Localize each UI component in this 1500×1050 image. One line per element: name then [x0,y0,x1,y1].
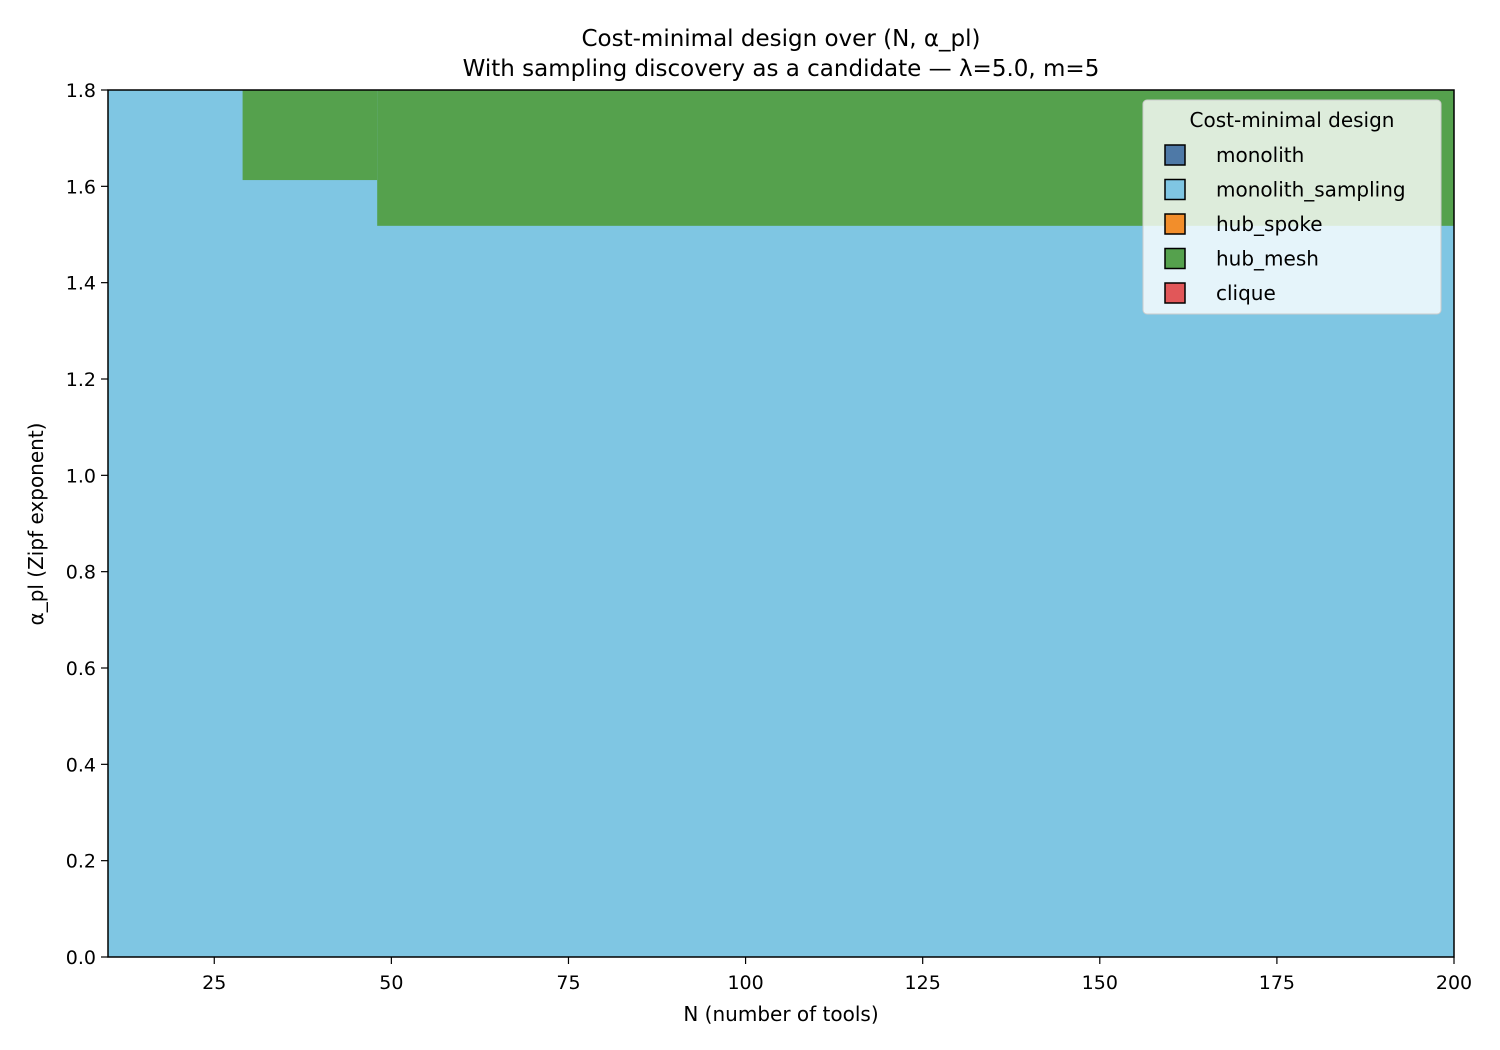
x-tick-label-150: 150 [1082,972,1118,994]
legend-label-hub_spoke: hub_spoke [1216,212,1323,236]
plot-frame [107,89,1455,958]
region-hub_mesh-1 [242,90,378,181]
legend-label-clique: clique [1216,281,1276,305]
x-tick-label-25: 25 [202,972,226,994]
x-tick-label-75: 75 [556,972,580,994]
chart-subtitle: With sampling discovery as a candidate —… [463,56,1100,82]
legend-swatch-monolith [1164,144,1186,166]
y-tick-label-1.6: 1.6 [66,176,96,198]
y-tick-label-0.4: 0.4 [66,754,96,776]
legend-title: Cost-minimal design [1190,108,1395,132]
legend-entries: monolith monolith_sampling hub_spoke hub_me… [1164,143,1406,305]
y-tick-label-1.4: 1.4 [66,273,96,295]
y-axis-label: α_pl (Zipf exponent) [24,423,48,626]
x-tick-label-125: 125 [905,972,941,994]
x-tick-label-100: 100 [727,972,763,994]
y-tick-label-1.8: 1.8 [66,80,96,102]
y-tick-label-1.2: 1.2 [66,369,96,391]
legend-swatch-clique [1164,282,1186,304]
y-tick-label-1.0: 1.0 [66,465,96,487]
legend-label-monolith_sampling: monolith_sampling [1216,178,1406,202]
y-tick-label-0.0: 0.0 [66,947,96,969]
legend-label-monolith: monolith [1216,143,1304,167]
x-axis-label: N (number of tools) [683,1002,878,1026]
y-tick-label-0.2: 0.2 [66,851,96,873]
x-tick-label-175: 175 [1259,972,1295,994]
legend-label-hub_mesh: hub_mesh [1216,247,1319,271]
legend: Cost-minimal design monolith monolith_sam… [1142,99,1442,315]
x-axis: 25 50 75 100 125 150 175 200 [202,957,1472,994]
x-tick-label-200: 200 [1436,972,1472,994]
chart-title: Cost-minimal design over (N, α_pl) [581,26,980,52]
x-tick-label-50: 50 [379,972,403,994]
legend-swatch-monolith_sampling [1164,178,1186,201]
y-axis: 0.0 0.2 0.4 0.6 0.8 1.0 1.2 1.4 1.6 1.8 [66,80,108,969]
legend-swatch-hub_spoke [1164,213,1186,235]
y-tick-label-0.8: 0.8 [66,562,96,584]
y-tick-label-0.6: 0.6 [66,658,96,680]
legend-swatch-hub_mesh [1164,247,1186,270]
legend-box [1142,99,1442,315]
